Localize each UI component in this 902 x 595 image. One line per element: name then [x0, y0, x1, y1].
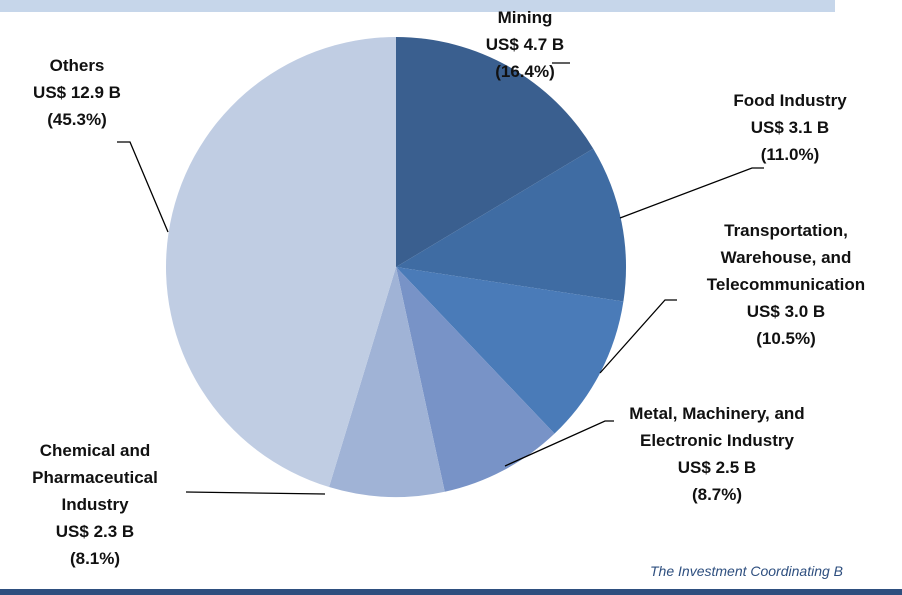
percent-label: (45.3%) — [47, 110, 107, 129]
slice-label: Chemical and Pharmaceutical Industry US$ … — [5, 437, 185, 572]
category-label: Others — [49, 56, 105, 75]
slice-label: Others US$ 12.9 B (45.3%) — [0, 52, 157, 133]
amount-label: US$ 12.9 B — [33, 83, 121, 102]
slice — [329, 267, 445, 497]
amount-label: US$ 3.1 B — [750, 118, 830, 137]
slice — [396, 37, 594, 267]
category-label: Food Industry — [733, 91, 847, 110]
category-label: Transportation, Warehouse, and Telecommu… — [706, 221, 866, 294]
percent-label: (8.1%) — [69, 549, 121, 568]
leader-line — [619, 167, 764, 219]
source: The Investment Coordinating B — [650, 563, 843, 579]
slice — [396, 267, 624, 434]
percent-label: (8.7%) — [691, 485, 743, 504]
percent-label: (16.4%) — [495, 62, 555, 81]
slice — [396, 148, 626, 302]
slice — [396, 267, 555, 492]
header-bar — [0, 0, 835, 12]
slice — [166, 37, 396, 488]
slice-label: Metal, Machinery, and Electronic Industr… — [622, 400, 812, 508]
slice-label: Mining US$ 4.7 B (16.4%) — [450, 4, 600, 85]
slice-label: Food Industry US$ 3.1 B (11.0%) — [710, 87, 870, 168]
category-label: Metal, Machinery, and Electronic Industr… — [629, 404, 805, 450]
leader-line — [599, 299, 677, 374]
amount-label: US$ 2.5 B — [677, 458, 757, 477]
leader-line — [185, 491, 326, 495]
percent-label: (11.0%) — [760, 145, 820, 164]
category-label: Chemical and Pharmaceutical Industry — [32, 441, 158, 514]
category-label: Mining — [497, 8, 553, 27]
leader-line — [117, 141, 169, 233]
amount-label: US$ 3.0 B — [746, 302, 826, 321]
amount-label: US$ 2.3 B — [55, 522, 135, 541]
leader-line — [504, 420, 614, 467]
slice-label: Transportation, Warehouse, and Telecommu… — [686, 217, 886, 352]
amount-label: US$ 4.7 B — [485, 35, 565, 54]
footer-bar — [0, 589, 902, 595]
percent-label: (10.5%) — [756, 329, 816, 348]
